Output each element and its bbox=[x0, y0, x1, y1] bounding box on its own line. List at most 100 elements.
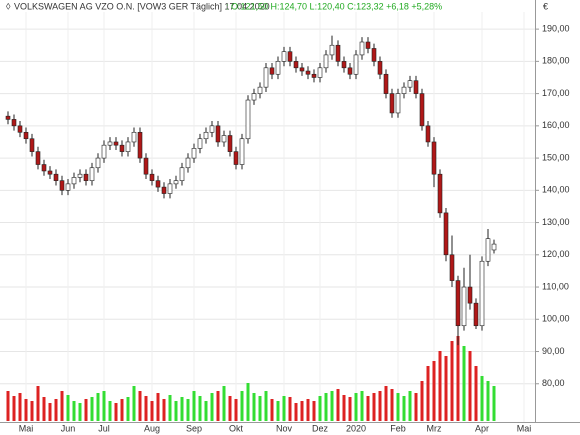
volume-bar bbox=[30, 401, 34, 421]
y-tick-label: 100,00 bbox=[542, 314, 570, 324]
candle-body bbox=[161, 186, 167, 194]
candle-body bbox=[455, 280, 461, 327]
y-tick-label: 80,00 bbox=[542, 378, 565, 388]
volume-bar bbox=[384, 386, 388, 421]
y-tick-label: 150,00 bbox=[542, 152, 570, 162]
candle-body bbox=[155, 180, 161, 188]
candle-body bbox=[185, 157, 191, 169]
volume-bar bbox=[126, 397, 130, 421]
candle-body bbox=[137, 131, 143, 159]
candle-body bbox=[47, 170, 53, 175]
volume-bar bbox=[18, 393, 22, 421]
volume-bar bbox=[378, 391, 382, 421]
volume-bar bbox=[336, 389, 340, 421]
candle-body bbox=[209, 125, 215, 133]
y-tick-label: 120,00 bbox=[542, 249, 570, 259]
volume-bar bbox=[450, 341, 454, 421]
y-tick-label: 90,00 bbox=[542, 346, 565, 356]
chart-title: VOLKSWAGEN AG VZO O.N. [VOW3 GER Täglich… bbox=[14, 1, 270, 11]
volume-bar bbox=[354, 393, 358, 421]
volume-bar bbox=[306, 399, 310, 421]
volume-bar bbox=[486, 381, 490, 421]
candle-body bbox=[401, 86, 407, 94]
volume-bar bbox=[102, 391, 106, 421]
candle-body bbox=[143, 157, 149, 175]
volume-bar bbox=[264, 391, 268, 421]
volume-bar bbox=[6, 391, 10, 421]
volume-bar bbox=[150, 401, 154, 421]
candle-body bbox=[5, 115, 11, 120]
volume-bar bbox=[438, 351, 442, 421]
volume-bar bbox=[186, 399, 190, 421]
candle-body bbox=[41, 164, 47, 172]
candle-body bbox=[365, 41, 371, 49]
quote: : O:121,50 H:124,70 L:120,40 C:123,32 +6… bbox=[226, 1, 442, 11]
y-tick-label: 130,00 bbox=[542, 217, 570, 227]
candle-body bbox=[479, 260, 485, 327]
x-tick-label: Jul bbox=[98, 423, 110, 433]
candle-body bbox=[317, 67, 323, 78]
x-tick-label: Aug bbox=[144, 423, 160, 433]
candle-body bbox=[107, 141, 113, 146]
volume-bar bbox=[282, 396, 286, 421]
volume-bar bbox=[414, 393, 418, 421]
y-tick-label: 190,00 bbox=[542, 23, 570, 33]
volume-bar bbox=[402, 396, 406, 421]
volume-bar bbox=[222, 386, 226, 421]
candle-body bbox=[83, 173, 89, 181]
volume-bar bbox=[120, 399, 124, 421]
candle-body bbox=[197, 138, 203, 149]
volume-bar bbox=[252, 393, 256, 421]
candle-body bbox=[467, 286, 473, 304]
candle-body bbox=[449, 254, 455, 281]
candle-body bbox=[251, 93, 257, 101]
volume-bar bbox=[390, 389, 394, 421]
candle-body bbox=[89, 167, 95, 181]
x-tick-label: Jun bbox=[61, 423, 76, 433]
x-tick-label: Feb bbox=[390, 423, 406, 433]
volume-bar bbox=[426, 366, 430, 421]
x-tick-label: Mai bbox=[19, 423, 34, 433]
volume-bar bbox=[444, 356, 448, 421]
y-tick-label: 110,00 bbox=[542, 281, 569, 291]
volume-bar bbox=[144, 396, 148, 421]
candle-body bbox=[431, 141, 437, 175]
candle-body bbox=[101, 144, 107, 159]
volume-bar bbox=[168, 395, 172, 421]
candle-body bbox=[191, 148, 197, 159]
volume-bar bbox=[210, 393, 214, 421]
volume-bar bbox=[48, 403, 52, 421]
x-tick-label: Sep bbox=[186, 423, 202, 433]
candle-body bbox=[377, 61, 383, 75]
candle-body bbox=[77, 173, 83, 178]
candle-body bbox=[413, 80, 419, 94]
volume-bar bbox=[192, 391, 196, 421]
candle-body bbox=[299, 67, 305, 72]
volume-bar bbox=[42, 397, 46, 421]
volume-bar bbox=[156, 393, 160, 421]
volume-bar bbox=[90, 397, 94, 421]
volume-bar bbox=[60, 391, 64, 421]
volume-bar bbox=[300, 401, 304, 421]
candle-body bbox=[215, 125, 221, 143]
candle-body bbox=[11, 119, 17, 127]
volume-bar bbox=[204, 401, 208, 421]
candle-body bbox=[245, 99, 251, 140]
candle-body bbox=[443, 212, 449, 256]
candle-body bbox=[305, 70, 311, 75]
candle-body bbox=[293, 61, 299, 69]
candle-body bbox=[221, 135, 227, 143]
candle-body bbox=[35, 151, 41, 165]
candle-body bbox=[437, 173, 443, 214]
x-tick-label: Dez bbox=[312, 423, 329, 433]
volume-bar bbox=[360, 391, 364, 421]
x-tick-label: Nov bbox=[276, 423, 293, 433]
candle-body bbox=[461, 286, 467, 327]
volume-bar bbox=[12, 396, 16, 421]
candle-body bbox=[263, 67, 269, 88]
volume-bar bbox=[492, 386, 496, 421]
candle-body bbox=[395, 93, 401, 114]
candle-body bbox=[203, 131, 209, 140]
candle-body bbox=[341, 61, 347, 69]
